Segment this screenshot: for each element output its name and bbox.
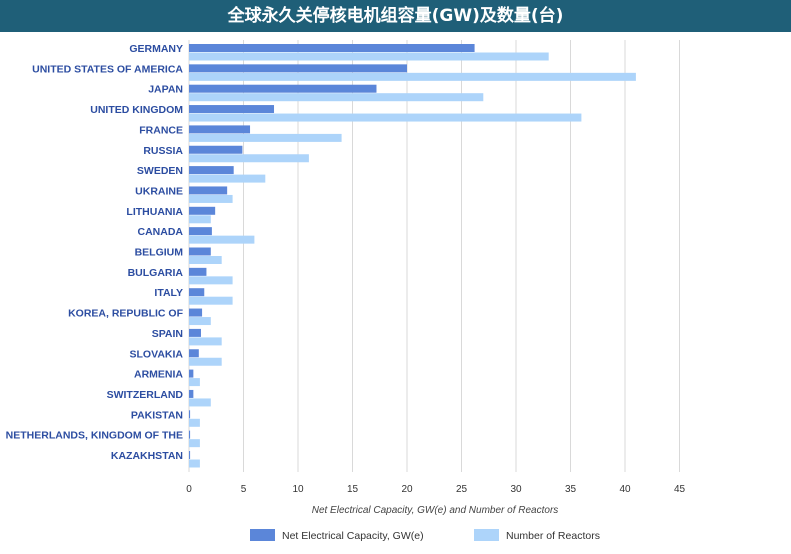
reactor-count-bar bbox=[189, 133, 342, 142]
reactor-count-bar bbox=[189, 174, 266, 183]
reactor-count-bar bbox=[189, 378, 200, 387]
x-tick-label: 10 bbox=[292, 484, 304, 495]
category-label: NETHERLANDS, KINGDOM OF THE bbox=[6, 430, 183, 442]
category-label: UKRAINE bbox=[135, 185, 183, 197]
legend-label: Net Electrical Capacity, GW(e) bbox=[282, 530, 424, 542]
category-label: KAZAKHSTAN bbox=[111, 450, 183, 462]
reactor-count-bar bbox=[189, 418, 200, 427]
legend: Net Electrical Capacity, GW(e) Number of … bbox=[250, 529, 600, 542]
x-tick-label: 30 bbox=[510, 484, 522, 495]
capacity-bar bbox=[189, 451, 191, 459]
reactor-count-bar bbox=[189, 256, 222, 264]
capacity-bar bbox=[189, 247, 211, 256]
category-label: SLOVAKIA bbox=[130, 348, 184, 360]
reactor-count-bar bbox=[189, 459, 200, 468]
category-label: UNITED STATES OF AMERICA bbox=[32, 63, 183, 75]
capacity-bar bbox=[189, 328, 201, 337]
capacity-bar bbox=[189, 64, 407, 73]
capacity-bar bbox=[189, 105, 275, 114]
bars bbox=[189, 44, 636, 468]
reactor-count-bar bbox=[189, 194, 233, 203]
category-label: SWITZERLAND bbox=[107, 389, 184, 401]
capacity-bar bbox=[189, 288, 205, 297]
capacity-bar bbox=[189, 145, 243, 154]
category-labels: GERMANY UNITED STATES OF AMERICA JAPAN UNIT… bbox=[6, 43, 184, 462]
category-label: BELGIUM bbox=[135, 247, 184, 259]
x-tick-label: 35 bbox=[565, 484, 577, 495]
x-tick-label: 40 bbox=[619, 484, 631, 495]
reactor-count-bar bbox=[189, 296, 233, 305]
reactor-count-bar bbox=[189, 215, 211, 224]
x-tick-labels: 0 5 10 15 20 25 30 35 40 45 bbox=[186, 484, 685, 495]
capacity-bar bbox=[189, 389, 194, 398]
category-label: KOREA, REPUBLIC OF bbox=[68, 308, 184, 320]
category-label: BULGARIA bbox=[128, 267, 184, 279]
reactor-count-bar bbox=[189, 439, 200, 448]
capacity-bar bbox=[189, 369, 194, 378]
reactor-count-bar bbox=[189, 337, 222, 346]
capacity-bar bbox=[189, 308, 203, 317]
reactor-count-bar bbox=[189, 154, 309, 163]
capacity-bar bbox=[189, 166, 234, 175]
reactor-count-bar bbox=[189, 72, 636, 81]
reactor-count-bar bbox=[189, 357, 222, 366]
category-label: UNITED KINGDOM bbox=[90, 104, 183, 116]
category-label: RUSSIA bbox=[143, 145, 183, 157]
reactor-count-bar bbox=[189, 276, 233, 285]
category-label: JAPAN bbox=[148, 84, 183, 96]
x-tick-label: 0 bbox=[186, 484, 192, 495]
chart-area: GERMANY UNITED STATES OF AMERICA JAPAN UNIT… bbox=[0, 32, 791, 549]
capacity-bar bbox=[189, 125, 251, 134]
capacity-bar bbox=[189, 84, 377, 93]
capacity-bar bbox=[189, 186, 228, 195]
category-label: LITHUANIA bbox=[126, 206, 183, 218]
bar-chart: GERMANY UNITED STATES OF AMERICA JAPAN UNIT… bbox=[6, 40, 685, 542]
legend-label: Number of Reactors bbox=[506, 530, 600, 542]
x-tick-label: 25 bbox=[456, 484, 468, 495]
capacity-bar bbox=[189, 430, 191, 439]
category-label: ARMENIA bbox=[134, 369, 183, 381]
capacity-bar bbox=[189, 227, 212, 236]
x-tick-label: 15 bbox=[347, 484, 359, 495]
reactor-count-bar bbox=[189, 398, 211, 407]
x-tick-label: 20 bbox=[401, 484, 413, 495]
capacity-bar bbox=[189, 44, 475, 52]
category-label: SPAIN bbox=[152, 328, 183, 340]
category-label: GERMANY bbox=[129, 43, 183, 55]
legend-swatch bbox=[474, 529, 499, 541]
category-label: PAKISTAN bbox=[131, 409, 183, 421]
capacity-bar bbox=[189, 410, 191, 419]
category-label: FRANCE bbox=[139, 124, 183, 136]
category-label: ITALY bbox=[154, 287, 183, 299]
reactor-count-bar bbox=[189, 52, 549, 61]
x-axis-title: Net Electrical Capacity, GW(e) and Numbe… bbox=[312, 505, 559, 516]
capacity-bar bbox=[189, 267, 207, 276]
page-title: 全球永久关停核电机组容量(GW)及数量(台) bbox=[0, 0, 791, 32]
category-label: SWEDEN bbox=[137, 165, 183, 177]
reactor-count-bar bbox=[189, 317, 211, 326]
legend-swatch bbox=[250, 529, 275, 541]
reactor-count-bar bbox=[189, 235, 255, 244]
category-label: CANADA bbox=[138, 226, 184, 238]
gridlines bbox=[188, 40, 680, 472]
x-tick-label: 45 bbox=[674, 484, 686, 495]
x-tick-label: 5 bbox=[241, 484, 247, 495]
reactor-count-bar bbox=[189, 113, 582, 122]
reactor-count-bar bbox=[189, 93, 484, 102]
capacity-bar bbox=[189, 206, 216, 215]
capacity-bar bbox=[189, 349, 199, 358]
